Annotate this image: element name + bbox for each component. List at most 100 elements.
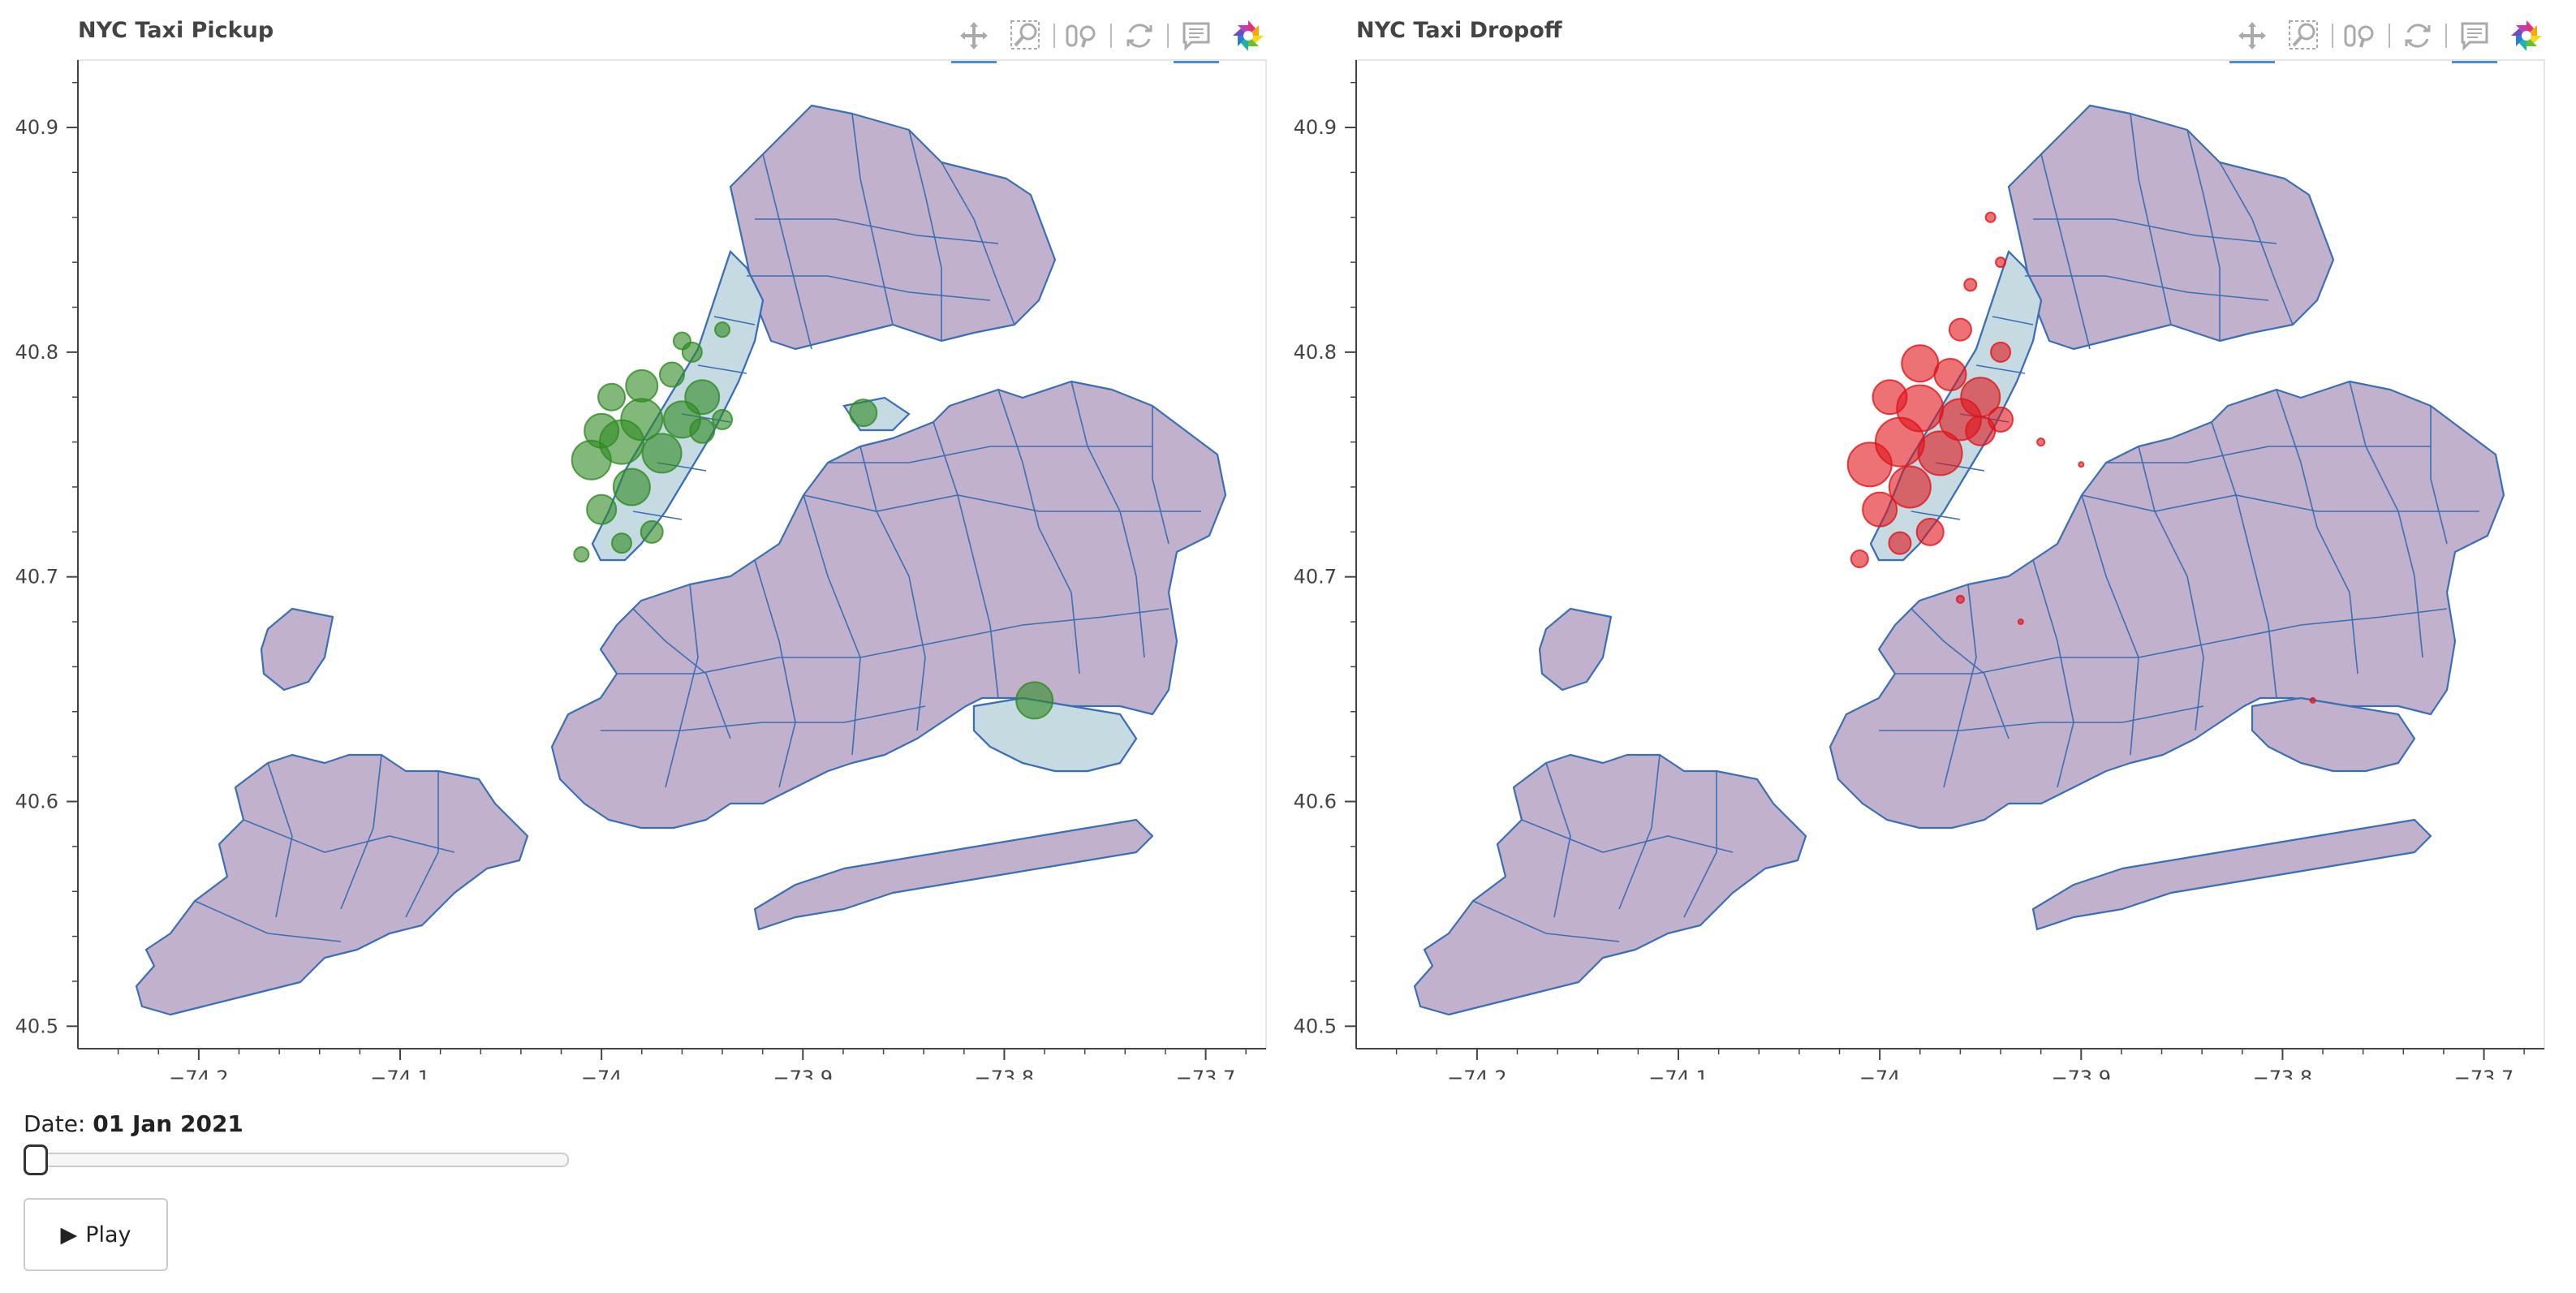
zone-boundary: [697, 364, 747, 374]
zone-boundary: [2130, 113, 2172, 325]
zone-marker: [1888, 531, 1912, 555]
zone-newark-area: [1538, 607, 1613, 692]
zone-marker: [1948, 317, 1972, 342]
dropoff-map-svg[interactable]: −74.2 −74.1 −74 −73.9 −73.8 −73.7 40.9 40.8 40.7…: [1278, 57, 2552, 1080]
zone-marker: [1872, 379, 1908, 416]
zone-marker: [714, 321, 731, 338]
zone-boundary: [1683, 771, 1717, 918]
hover-tool-button[interactable]: [2449, 10, 2501, 63]
pickup-map-plot[interactable]: −74.2 −74.1 −74 −73.9 −73.8 −73.7 40.9 40.8 40.7…: [0, 57, 1274, 1080]
x-tick-label: −74.1: [370, 1067, 430, 1080]
x-tick-label: −73.7: [2454, 1067, 2514, 1080]
date-label-prefix: Date:: [24, 1110, 86, 1137]
axes: −74.2 −74.1 −74 −73.9 −73.8 −73.7 40.9 40.8 40.7…: [1294, 60, 2544, 1080]
y-tick-label: 40.6: [15, 791, 58, 813]
zone-boundary: [1545, 762, 1571, 918]
zone-boundary: [859, 446, 926, 731]
zone-boundary: [632, 511, 683, 520]
y-tick-label: 40.9: [1294, 116, 1337, 139]
zone-boundary: [2033, 218, 2277, 244]
zone-marker: [1917, 430, 1963, 476]
date-slider-track[interactable]: [24, 1153, 569, 1167]
zone-boundary: [1618, 754, 1661, 910]
zone-marker: [689, 417, 716, 444]
zone-boundary: [933, 421, 999, 699]
hover-tooltip-icon: [2461, 22, 2488, 51]
zone-boundary: [908, 129, 942, 341]
y-tick-label: 40.5: [1294, 1015, 1337, 1037]
zone-boundary: [754, 559, 796, 788]
zone-marker: [1888, 465, 1932, 509]
hover-tool-button[interactable]: [1170, 10, 1222, 63]
wheel-zoom-icon: [2344, 24, 2374, 48]
toolbar-separator: [1110, 24, 1112, 48]
x-tick-label: −73.8: [2253, 1067, 2313, 1080]
zone-newark-area: [260, 607, 334, 692]
zone-boundary: [1895, 608, 2448, 675]
bokeh-logo-link[interactable]: [2501, 10, 2552, 62]
zone-boundary: [2040, 153, 2091, 350]
zone-boundary: [1975, 364, 2026, 374]
box-zoom-tool-button[interactable]: [1000, 10, 1052, 62]
zone-marker: [1984, 211, 1997, 223]
pickup-map-svg[interactable]: −74.2 −74.1 −74 −73.9 −73.8 −73.7 40.9 40.8 40.7…: [0, 57, 1274, 1080]
zone-boundary: [851, 113, 894, 325]
axes: −74.2 −74.1 −74 −73.9 −73.8 −73.7 40.9 40.8 40.7…: [15, 60, 1266, 1080]
move-arrows-icon: [960, 22, 988, 50]
taxi-zones-layer: [1413, 104, 2505, 1016]
pickup-toolbar: [948, 10, 1274, 63]
zone-boundary: [941, 162, 1015, 325]
zone-boundary: [2138, 446, 2204, 731]
zone-jfk-area: [2251, 696, 2416, 773]
zone-marker: [1963, 278, 1978, 292]
zone-marker: [573, 546, 590, 562]
zone-boundary: [194, 900, 342, 942]
toolbar-separator: [2332, 24, 2333, 48]
toolbar-separator: [1053, 24, 1055, 48]
date-slider[interactable]: [24, 1144, 571, 1175]
x-tick-label: −74.1: [1648, 1067, 1708, 1080]
play-button[interactable]: ▶ Play: [24, 1198, 168, 1271]
zone-boundary: [762, 153, 812, 350]
zone-marker: [610, 532, 632, 554]
zone-marker: [1862, 491, 1898, 528]
zone-boundary: [2430, 406, 2448, 545]
move-arrows-icon: [2238, 22, 2266, 50]
zone-marker: [2017, 618, 2024, 626]
bokeh-logo-link[interactable]: [1222, 10, 1274, 62]
marker-layer: [1846, 211, 2316, 704]
play-icon: ▶: [60, 1222, 78, 1248]
reset-tool-button[interactable]: [1114, 10, 1165, 62]
toolbar-separator: [2389, 24, 2390, 48]
y-tick-label: 40.8: [1294, 341, 1337, 364]
reset-tool-button[interactable]: [2392, 10, 2444, 62]
pickup-panel: NYC Taxi Pickup: [0, 0, 1274, 1088]
wheel-zoom-tool-button[interactable]: [1057, 10, 1109, 62]
taxi-zones-layer: [135, 104, 1227, 1016]
zone-marker: [681, 341, 703, 363]
zone-boundary: [267, 762, 293, 918]
zone-boundary: [713, 316, 756, 325]
dropoff-panel: NYC Taxi Dropoff: [1278, 0, 2552, 1088]
zone-boundary: [1910, 511, 1961, 520]
zone-boundary: [803, 494, 1201, 512]
y-tick-label: 40.5: [15, 1015, 58, 1037]
zone-marker: [1990, 341, 2012, 363]
zone-bronx: [2007, 104, 2335, 351]
box-zoom-tool-button[interactable]: [2278, 10, 2330, 62]
zone-rockaway: [2031, 818, 2432, 931]
zone-marker: [597, 382, 627, 412]
wheel-zoom-tool-button[interactable]: [2335, 10, 2387, 62]
dropoff-map-plot[interactable]: −74.2 −74.1 −74 −73.9 −73.8 −73.7 40.9 40.8 40.7…: [1278, 57, 2552, 1080]
zone-marker: [640, 519, 664, 544]
date-slider-handle[interactable]: [24, 1144, 48, 1175]
zone-boundary: [803, 494, 861, 756]
pickup-panel-title: NYC Taxi Pickup: [78, 18, 274, 43]
zone-marker: [625, 369, 659, 403]
pan-tool-button[interactable]: [2226, 10, 2278, 63]
zone-boundary: [2211, 421, 2277, 699]
pan-tool-button[interactable]: [948, 10, 1000, 63]
zone-boundary: [665, 584, 699, 788]
zone-marker: [2078, 461, 2085, 468]
box-zoom-icon: [2289, 20, 2318, 50]
